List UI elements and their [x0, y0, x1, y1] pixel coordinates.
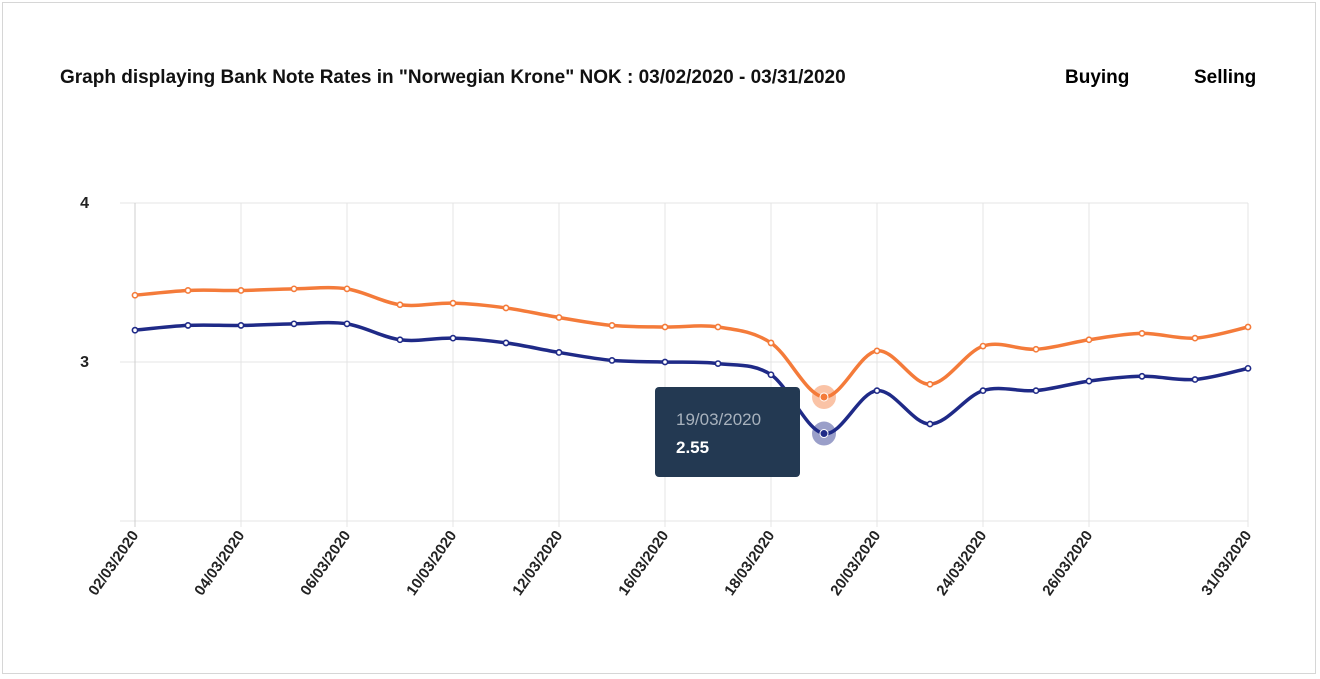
y-tick-label: 4 — [80, 195, 89, 212]
data-point-buying — [343, 320, 351, 328]
highlight-point-selling — [819, 392, 829, 402]
data-point-selling — [1191, 334, 1199, 342]
highlight-point-buying — [819, 429, 829, 439]
x-tick-label: 31/03/2020 — [1198, 528, 1255, 599]
data-point-buying — [926, 420, 934, 428]
data-point-selling — [1138, 329, 1146, 337]
y-axis: 34 — [80, 195, 89, 371]
data-point-selling — [979, 342, 987, 350]
x-axis: 02/03/2020 04/03/2020 06/03/2020 10/03/2020… — [85, 528, 1255, 599]
data-point-selling — [502, 304, 510, 312]
series-lines — [134, 285, 1249, 436]
data-point-selling — [873, 347, 881, 355]
data-point-buying — [396, 336, 404, 344]
data-point-buying — [608, 357, 616, 364]
data-point-buying — [131, 326, 139, 334]
tooltip-date: 19/03/2020 — [676, 410, 762, 429]
x-tick-label: 12/03/2020 — [509, 528, 566, 599]
x-tick-label: 26/03/2020 — [1039, 528, 1096, 599]
x-tick-label: 06/03/2020 — [297, 528, 354, 599]
data-point-selling — [343, 285, 351, 293]
data-point-buying — [661, 358, 669, 366]
x-tick-label: 10/03/2020 — [403, 528, 460, 599]
data-point-selling — [714, 323, 722, 331]
data-point-selling — [926, 380, 934, 388]
series-line-buying — [134, 320, 1249, 436]
data-point-buying — [184, 322, 192, 329]
data-point-buying — [1138, 372, 1146, 380]
data-point-selling — [237, 287, 245, 294]
data-point-selling — [184, 287, 192, 294]
data-point-buying — [449, 334, 457, 342]
x-tick-label: 24/03/2020 — [933, 528, 990, 599]
chart-tooltip: 19/03/2020 2.55 — [655, 387, 800, 477]
x-tick-label: 20/03/2020 — [827, 528, 884, 599]
data-point-selling — [131, 291, 139, 299]
data-point-buying — [1191, 376, 1199, 383]
data-point-buying — [290, 320, 298, 328]
series-points — [131, 285, 1252, 446]
data-point-selling — [1244, 323, 1252, 331]
x-tick-label: 02/03/2020 — [85, 528, 142, 599]
data-point-buying — [555, 349, 563, 356]
grid-lines — [120, 202, 1249, 527]
data-point-buying — [502, 339, 510, 347]
legend-selling[interactable]: Selling — [1194, 67, 1257, 88]
data-point-buying — [714, 360, 722, 367]
data-point-selling — [661, 323, 669, 331]
data-point-buying — [1032, 387, 1040, 395]
y-tick-label: 3 — [80, 354, 89, 371]
data-point-buying — [1244, 364, 1252, 372]
data-point-selling — [608, 322, 616, 329]
data-point-selling — [767, 339, 775, 347]
data-point-selling — [1085, 336, 1093, 344]
data-point-selling — [1032, 345, 1040, 353]
data-point-selling — [449, 299, 457, 307]
x-tick-label: 16/03/2020 — [615, 528, 672, 599]
legend-buying[interactable]: Buying — [1065, 67, 1130, 88]
data-point-selling — [396, 301, 404, 309]
x-tick-label: 18/03/2020 — [721, 528, 778, 599]
data-point-buying — [979, 387, 987, 395]
data-point-selling — [555, 314, 563, 321]
data-point-buying — [1085, 377, 1093, 385]
data-point-buying — [873, 387, 881, 395]
data-point-selling — [290, 285, 298, 293]
data-point-buying — [767, 371, 775, 379]
data-point-buying — [237, 322, 245, 329]
x-tick-label: 04/03/2020 — [191, 528, 248, 599]
tooltip-value: 2.55 — [676, 438, 710, 457]
chart-title: Graph displaying Bank Note Rates in "Nor… — [60, 67, 846, 88]
series-line-selling — [134, 285, 1249, 399]
